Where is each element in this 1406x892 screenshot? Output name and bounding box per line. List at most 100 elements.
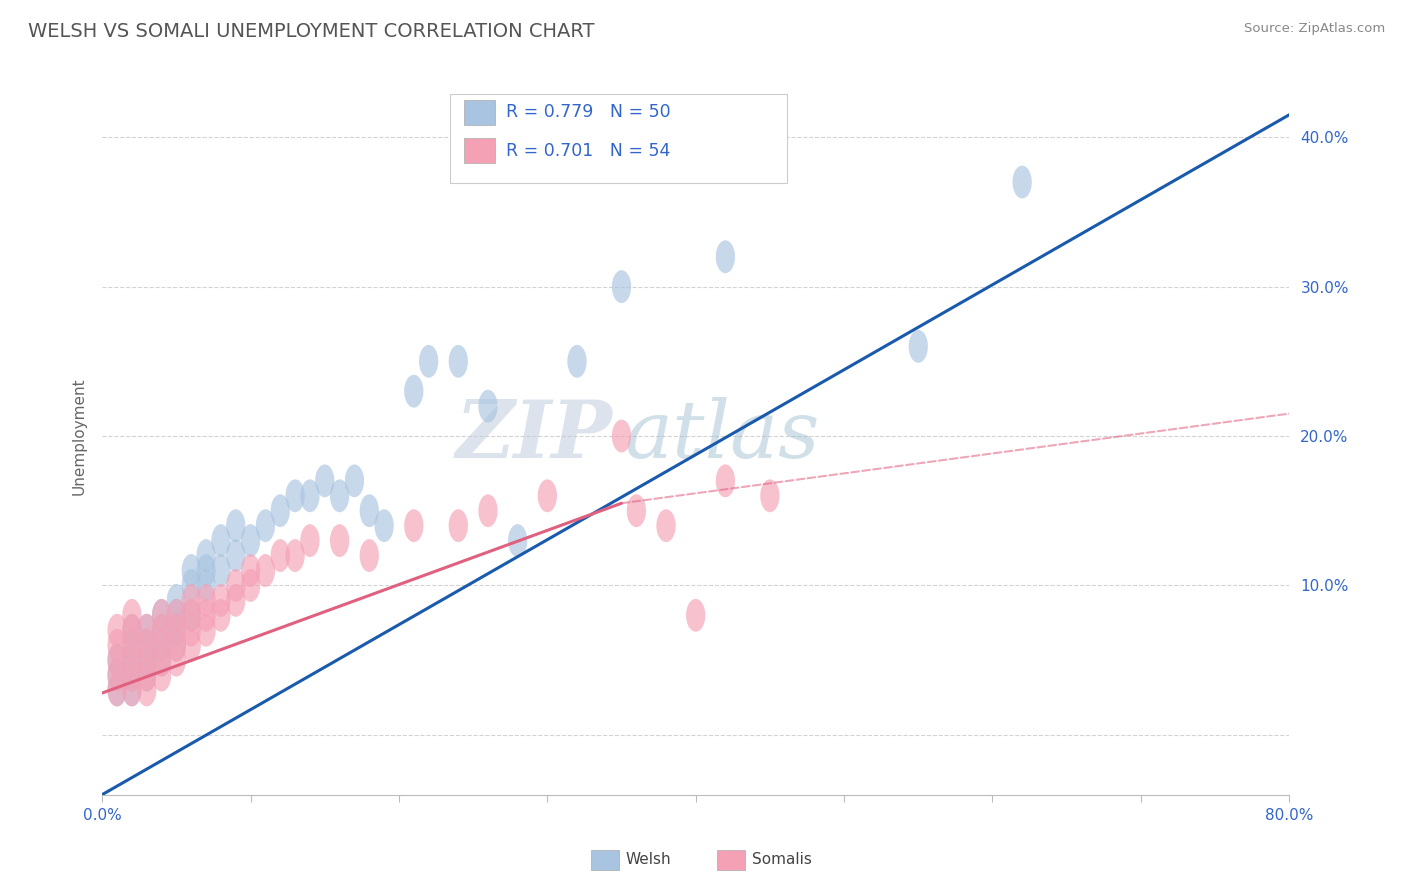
Text: R = 0.779   N = 50: R = 0.779 N = 50: [506, 103, 671, 121]
Ellipse shape: [568, 345, 586, 377]
Y-axis label: Unemployment: Unemployment: [72, 377, 86, 495]
Ellipse shape: [761, 479, 779, 512]
Ellipse shape: [136, 629, 156, 662]
Ellipse shape: [136, 614, 156, 647]
Ellipse shape: [612, 270, 631, 303]
Ellipse shape: [285, 539, 305, 572]
Ellipse shape: [152, 629, 172, 662]
Ellipse shape: [211, 599, 231, 632]
Ellipse shape: [167, 629, 186, 662]
Ellipse shape: [197, 539, 215, 572]
Ellipse shape: [122, 673, 142, 706]
Ellipse shape: [136, 614, 156, 647]
Ellipse shape: [107, 614, 127, 647]
Ellipse shape: [478, 494, 498, 527]
Ellipse shape: [152, 614, 172, 647]
Ellipse shape: [107, 658, 127, 691]
Ellipse shape: [107, 673, 127, 706]
Ellipse shape: [627, 494, 645, 527]
Ellipse shape: [686, 599, 706, 632]
Ellipse shape: [122, 673, 142, 706]
Ellipse shape: [449, 509, 468, 542]
Text: R = 0.701   N = 54: R = 0.701 N = 54: [506, 142, 671, 160]
Ellipse shape: [197, 569, 215, 602]
Ellipse shape: [122, 614, 142, 647]
Ellipse shape: [256, 554, 276, 587]
Ellipse shape: [612, 419, 631, 452]
Ellipse shape: [181, 629, 201, 662]
Text: Source: ZipAtlas.com: Source: ZipAtlas.com: [1244, 22, 1385, 36]
Ellipse shape: [152, 644, 172, 676]
Ellipse shape: [152, 629, 172, 662]
Ellipse shape: [449, 345, 468, 377]
Ellipse shape: [122, 629, 142, 662]
Text: ZIP: ZIP: [456, 397, 613, 475]
Ellipse shape: [152, 644, 172, 676]
Ellipse shape: [167, 599, 186, 632]
Ellipse shape: [181, 569, 201, 602]
Ellipse shape: [107, 644, 127, 676]
Ellipse shape: [107, 644, 127, 676]
Ellipse shape: [344, 465, 364, 497]
Ellipse shape: [270, 539, 290, 572]
Ellipse shape: [167, 614, 186, 647]
Ellipse shape: [107, 658, 127, 691]
Ellipse shape: [181, 584, 201, 616]
Ellipse shape: [167, 629, 186, 662]
Ellipse shape: [478, 390, 498, 423]
Ellipse shape: [167, 599, 186, 632]
Ellipse shape: [226, 539, 246, 572]
Ellipse shape: [136, 629, 156, 662]
Ellipse shape: [301, 479, 319, 512]
Ellipse shape: [152, 658, 172, 691]
Text: Welsh: Welsh: [626, 853, 671, 867]
Ellipse shape: [301, 524, 319, 557]
Ellipse shape: [122, 629, 142, 662]
Ellipse shape: [136, 658, 156, 691]
Ellipse shape: [360, 539, 380, 572]
Ellipse shape: [136, 644, 156, 676]
Ellipse shape: [197, 614, 215, 647]
Ellipse shape: [122, 658, 142, 691]
Ellipse shape: [419, 345, 439, 377]
Ellipse shape: [211, 584, 231, 616]
Ellipse shape: [181, 599, 201, 632]
Ellipse shape: [211, 554, 231, 587]
Ellipse shape: [374, 509, 394, 542]
Ellipse shape: [226, 584, 246, 616]
Ellipse shape: [181, 554, 201, 587]
Ellipse shape: [908, 330, 928, 363]
Ellipse shape: [181, 614, 201, 647]
Text: Somalis: Somalis: [752, 853, 813, 867]
Ellipse shape: [136, 644, 156, 676]
Ellipse shape: [657, 509, 676, 542]
Ellipse shape: [122, 658, 142, 691]
Ellipse shape: [226, 509, 246, 542]
Ellipse shape: [537, 479, 557, 512]
Ellipse shape: [226, 569, 246, 602]
Ellipse shape: [285, 479, 305, 512]
Ellipse shape: [122, 599, 142, 632]
Ellipse shape: [360, 494, 380, 527]
Ellipse shape: [122, 644, 142, 676]
Text: WELSH VS SOMALI UNEMPLOYMENT CORRELATION CHART: WELSH VS SOMALI UNEMPLOYMENT CORRELATION…: [28, 22, 595, 41]
Ellipse shape: [181, 599, 201, 632]
Ellipse shape: [240, 569, 260, 602]
Ellipse shape: [122, 644, 142, 676]
Ellipse shape: [330, 524, 349, 557]
Text: atlas: atlas: [624, 397, 820, 475]
Ellipse shape: [508, 524, 527, 557]
Ellipse shape: [315, 465, 335, 497]
Ellipse shape: [404, 509, 423, 542]
Ellipse shape: [256, 509, 276, 542]
Ellipse shape: [211, 524, 231, 557]
Ellipse shape: [240, 554, 260, 587]
Ellipse shape: [152, 599, 172, 632]
Ellipse shape: [167, 584, 186, 616]
Ellipse shape: [1012, 166, 1032, 198]
Ellipse shape: [716, 465, 735, 497]
Ellipse shape: [107, 673, 127, 706]
Ellipse shape: [152, 599, 172, 632]
Ellipse shape: [197, 599, 215, 632]
Ellipse shape: [167, 614, 186, 647]
